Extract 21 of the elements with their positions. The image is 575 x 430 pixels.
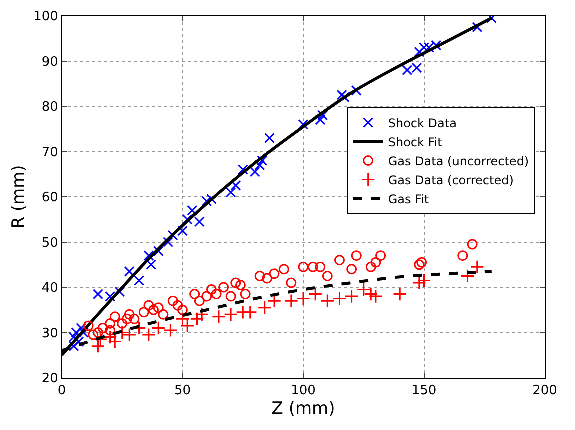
y-tick-label: 40 [42,281,58,296]
legend-label: Gas Data (corrected) [388,173,514,188]
y-tick-label: 60 [42,190,58,206]
x-axis-title: Z (mm) [272,399,336,419]
legend-label: Shock Fit [388,135,443,150]
x-tick-label: 150 [412,384,437,399]
y-tick-label: 20 [42,372,58,387]
legend-label: Gas Fit [388,192,430,206]
y-tick-label: 30 [42,326,58,342]
y-tick-label: 70 [42,145,58,160]
y-axis-title: R (mm) [9,165,30,229]
x-tick-label: 0 [58,384,66,399]
legend-label: Shock Data [388,116,457,130]
y-tick-label: 80 [42,100,58,116]
y-tick-label: 100 [34,10,58,25]
y-tick-label: 90 [42,54,58,70]
legend-label: Gas Data (uncorrected) [388,154,530,168]
x-tick-label: 200 [532,384,558,399]
y-tick-label: 50 [42,236,58,251]
x-tick-label: 100 [291,384,316,399]
x-tick-label: 50 [174,384,192,399]
